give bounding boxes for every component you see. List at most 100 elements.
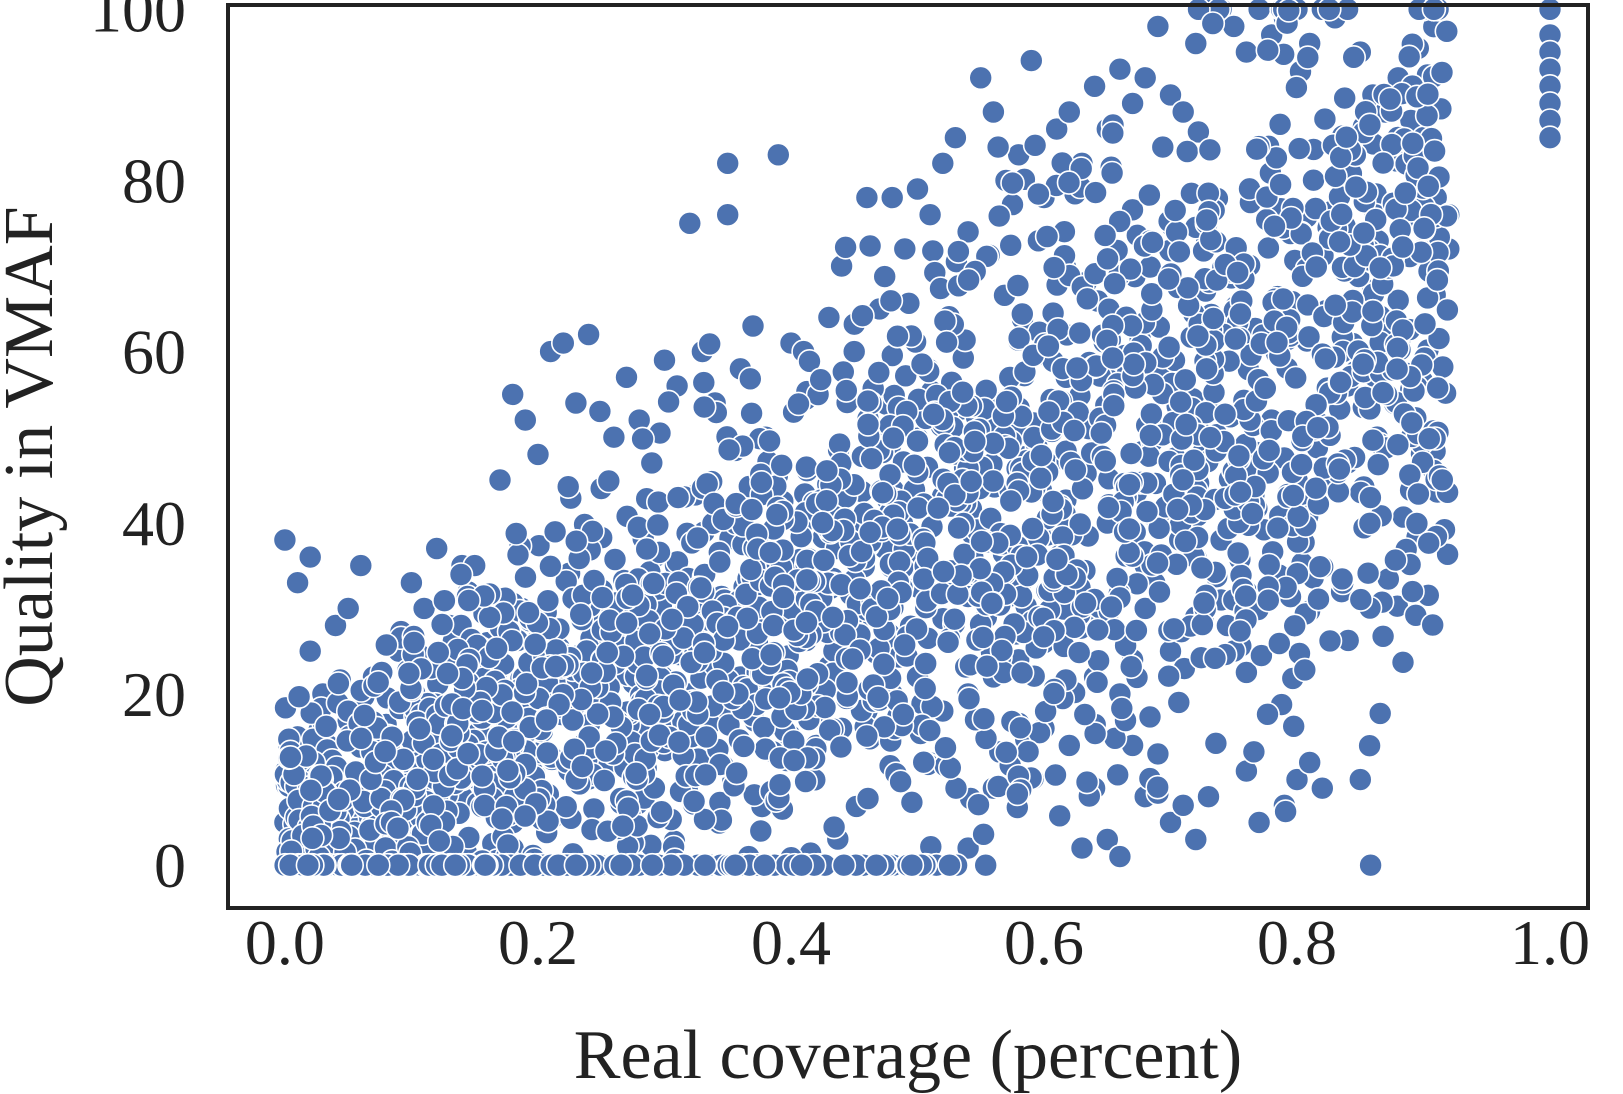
scatter-point bbox=[863, 852, 889, 878]
scatter-point bbox=[1383, 547, 1408, 573]
scatter-point bbox=[1283, 365, 1308, 391]
scatter-point bbox=[1350, 351, 1376, 377]
scatter-point bbox=[692, 852, 718, 878]
scatter-point bbox=[899, 789, 925, 815]
scatter-point bbox=[1066, 640, 1092, 665]
scatter-point bbox=[285, 570, 310, 596]
scatter-point bbox=[694, 724, 719, 750]
scatter-point bbox=[405, 766, 430, 792]
y-tick-labels: 0 20 40 60 80 100 bbox=[90, 0, 186, 901]
scatter-point bbox=[1009, 660, 1035, 686]
scatter-point bbox=[1156, 334, 1182, 360]
scatter-point bbox=[757, 540, 783, 565]
scatter-point bbox=[1109, 696, 1135, 721]
scatter-point bbox=[1057, 733, 1082, 758]
scatter-point bbox=[348, 553, 374, 578]
scatter-point bbox=[767, 685, 792, 711]
scatter-point bbox=[956, 686, 982, 712]
scatter-point bbox=[1255, 701, 1280, 727]
scatter-point bbox=[1034, 224, 1060, 249]
scatter-point bbox=[1074, 769, 1100, 795]
scatter-point bbox=[1301, 167, 1326, 193]
scatter-point bbox=[499, 699, 525, 725]
scatter-point bbox=[484, 635, 510, 661]
scatter-point bbox=[875, 586, 901, 611]
scatter-point bbox=[614, 364, 639, 390]
scatter-point bbox=[1040, 489, 1066, 514]
scatter-point bbox=[854, 185, 880, 210]
scatter-point bbox=[771, 585, 796, 610]
scatter-point bbox=[272, 527, 298, 553]
scatter-point bbox=[820, 604, 846, 630]
scatter-point bbox=[1036, 399, 1062, 425]
scatter-point bbox=[899, 852, 925, 878]
scatter-point bbox=[1399, 410, 1425, 436]
scatter-point bbox=[1226, 443, 1252, 469]
scatter-point bbox=[1234, 39, 1259, 65]
x-tick-label: 1.0 bbox=[1510, 907, 1590, 978]
scatter-point bbox=[1165, 497, 1190, 522]
scatter-point bbox=[399, 570, 424, 596]
scatter-point bbox=[385, 815, 411, 841]
y-tick-label: 40 bbox=[122, 488, 186, 559]
scatter-point bbox=[298, 777, 324, 803]
scatter-point bbox=[1268, 172, 1293, 197]
scatter-point bbox=[1537, 125, 1563, 150]
scatter-point bbox=[981, 99, 1006, 125]
scatter-point bbox=[1357, 112, 1383, 138]
scatter-point bbox=[1167, 239, 1192, 265]
scatter-point bbox=[1334, 124, 1359, 150]
scatter-point bbox=[579, 660, 605, 686]
scatter-point bbox=[879, 185, 905, 210]
y-tick-label: 80 bbox=[122, 145, 186, 216]
scatter-point bbox=[917, 718, 943, 743]
scatter-point bbox=[1194, 207, 1219, 233]
scatter-point bbox=[1228, 301, 1253, 327]
scatter-point bbox=[758, 642, 784, 668]
scatter-point bbox=[1197, 137, 1223, 163]
scatter-point bbox=[1265, 515, 1291, 541]
scatter-point bbox=[885, 323, 910, 349]
scatter-point bbox=[525, 442, 551, 467]
scatter-point bbox=[1096, 495, 1121, 520]
scatter-point bbox=[639, 450, 665, 476]
scatter-point bbox=[950, 379, 976, 405]
scatter-point bbox=[794, 454, 819, 480]
scatter-point bbox=[1348, 587, 1374, 612]
scatter-point bbox=[596, 468, 622, 494]
scatter-point bbox=[731, 734, 757, 759]
scatter-point bbox=[1168, 389, 1193, 415]
scatter-point bbox=[1253, 375, 1278, 401]
y-tick-label: 20 bbox=[122, 659, 186, 730]
scatter-point bbox=[641, 571, 666, 596]
scatter-point bbox=[1062, 614, 1087, 640]
x-tick-label: 0.8 bbox=[1257, 907, 1337, 978]
scatter-point bbox=[847, 576, 873, 602]
scatter-point bbox=[878, 288, 904, 314]
scatter-point bbox=[917, 202, 943, 227]
scatter-point bbox=[1118, 654, 1144, 680]
scatter-point bbox=[1101, 393, 1127, 419]
scatter-point bbox=[1075, 286, 1100, 312]
scatter-point bbox=[1310, 775, 1335, 801]
scatter-point bbox=[1198, 425, 1223, 450]
scatter-point bbox=[1225, 260, 1250, 285]
scatter-point bbox=[1005, 781, 1030, 807]
scatter-point bbox=[740, 313, 766, 339]
scatter-point bbox=[401, 630, 427, 655]
scatter-point bbox=[372, 739, 398, 764]
scatter-point bbox=[946, 515, 971, 541]
scatter-point bbox=[1351, 220, 1377, 246]
scatter-point bbox=[840, 646, 865, 672]
scatter-point bbox=[407, 716, 432, 742]
scatter-point bbox=[1036, 333, 1061, 359]
scatter-point bbox=[715, 151, 741, 176]
scatter-point bbox=[1085, 617, 1111, 643]
scatter-point bbox=[429, 612, 455, 637]
scatter-point bbox=[962, 429, 988, 454]
scatter-point bbox=[1116, 539, 1142, 565]
scatter-point bbox=[1158, 810, 1183, 835]
scatter-point bbox=[998, 488, 1024, 514]
scatter-point bbox=[821, 814, 847, 840]
